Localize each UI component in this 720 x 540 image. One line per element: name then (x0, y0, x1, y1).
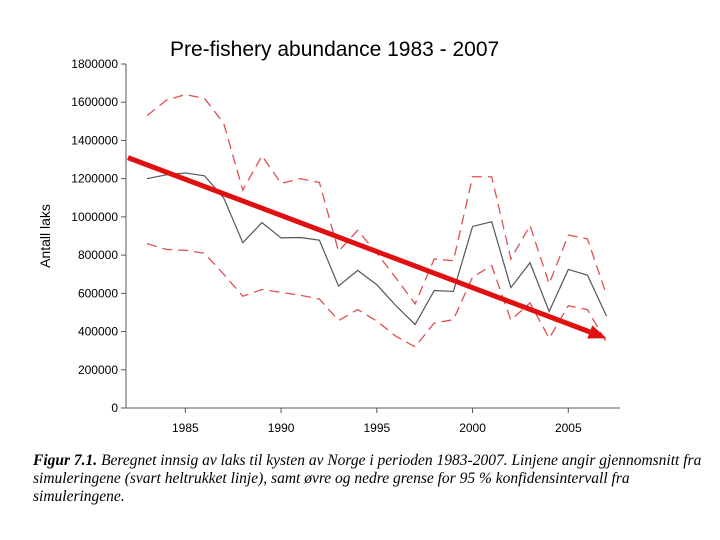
y-tick-label: 1000000 (71, 210, 118, 224)
line-chart: 0 200000 400000 600000 800000 1000000 1200000 1… (37, 57, 620, 435)
trend-arrow-shaft (127, 155, 591, 335)
chart-title: Pre-fishery abundance 1983 - 2007 (170, 38, 500, 61)
y-tick-label: 1200000 (71, 172, 118, 186)
figure-caption: Figur 7.1. Beregnet innsig av laks til k… (33, 452, 705, 506)
y-tick-label: 0 (111, 401, 118, 415)
caption-label: Figur 7.1. (33, 452, 98, 469)
y-tick-label: 1800000 (71, 57, 118, 71)
trend-arrow-layer (127, 155, 607, 339)
x-tick-label: 2000 (459, 421, 486, 435)
series-line-mean (146, 172, 608, 326)
series-line-lower (146, 243, 608, 348)
series-line-upper (146, 93, 608, 306)
caption-text: Beregnet innsig av laks til kysten av No… (33, 452, 702, 505)
series-layer (146, 93, 608, 348)
y-tick-label: 1600000 (71, 95, 118, 109)
x-tick-label: 2005 (555, 421, 582, 435)
trend-arrow-head (587, 325, 607, 339)
y-tick-label: 800000 (78, 248, 118, 262)
y-tick-label: 1400000 (71, 133, 118, 147)
x-tick-label: 1985 (172, 421, 199, 435)
y-tick-label: 600000 (78, 286, 118, 300)
axes: 0 200000 400000 600000 800000 1000000 1200000 1… (71, 57, 620, 435)
x-tick-label: 1995 (363, 421, 390, 435)
x-tick-label: 1990 (268, 421, 295, 435)
y-axis-label: Antall laks (37, 204, 53, 268)
y-tick-label: 200000 (78, 363, 118, 377)
y-tick-label: 400000 (78, 325, 118, 339)
